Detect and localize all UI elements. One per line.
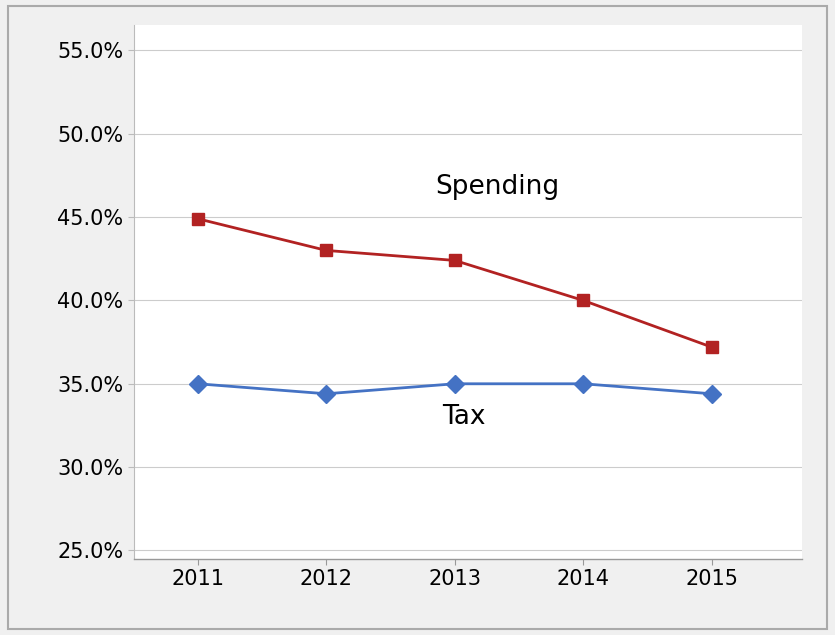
Text: Tax: Tax <box>442 404 485 430</box>
Text: Spending: Spending <box>436 174 559 200</box>
